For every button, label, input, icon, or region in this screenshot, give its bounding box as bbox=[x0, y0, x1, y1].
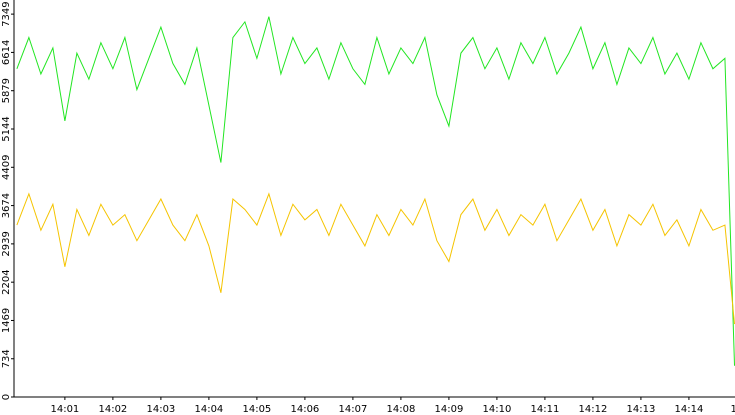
line-series bbox=[16, 16, 735, 366]
x-tick-label: 14:13 bbox=[627, 404, 656, 415]
x-tick-label: 14:04 bbox=[194, 404, 223, 415]
line-series bbox=[16, 192, 735, 325]
y-tick-label: 1469 bbox=[1, 308, 12, 333]
x-tick-label: 14:09 bbox=[434, 404, 463, 415]
y-tick-label: 734 bbox=[1, 349, 12, 368]
x-tick-label: 14:10 bbox=[482, 404, 511, 415]
x-tick-label: 14:05 bbox=[242, 404, 271, 415]
y-tick-label: 3674 bbox=[1, 193, 12, 218]
x-tick-label: 14:08 bbox=[386, 404, 415, 415]
x-tick-label: 14:07 bbox=[338, 404, 367, 415]
x-tick-label: 14:02 bbox=[98, 404, 127, 415]
x-tick-label: 14 bbox=[731, 404, 735, 415]
x-tick-label: 14:12 bbox=[578, 404, 607, 415]
x-tick-label: 14:03 bbox=[146, 404, 175, 415]
y-tick-label: 7349 bbox=[1, 1, 12, 26]
x-tick-label: 14:06 bbox=[290, 404, 319, 415]
x-tick-label: 14:01 bbox=[50, 404, 79, 415]
y-tick-label: 6614 bbox=[1, 40, 12, 65]
y-tick-label: 2204 bbox=[1, 269, 12, 294]
y-tick-label: 2939 bbox=[1, 231, 12, 256]
y-tick-label: 4409 bbox=[1, 155, 12, 180]
x-tick-label: 14:14 bbox=[675, 404, 704, 415]
y-tick-label: 5879 bbox=[1, 78, 12, 103]
y-tick-label: 5144 bbox=[1, 116, 12, 141]
y-tick-label: 0 bbox=[1, 394, 12, 400]
x-tick-label: 14:11 bbox=[530, 404, 559, 415]
